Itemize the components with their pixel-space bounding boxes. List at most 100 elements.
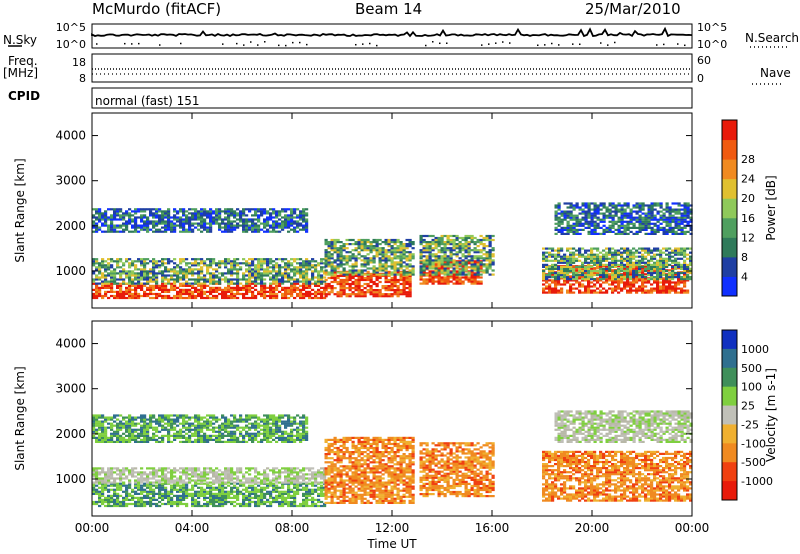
heatmap-cell: [366, 273, 370, 276]
heatmap-cell: [396, 257, 400, 260]
heatmap-cell: [578, 285, 582, 288]
heatmap-cell: [351, 255, 355, 258]
heatmap-cell: [473, 278, 477, 281]
heatmap-cell: [242, 214, 246, 217]
heatmap-cell: [101, 280, 105, 283]
heatmap-cell: [266, 224, 270, 227]
heatmap-cell: [405, 293, 409, 296]
heatmap-cell: [164, 288, 168, 291]
heatmap-cell: [333, 287, 337, 290]
heatmap-cell: [125, 288, 129, 291]
heatmap-cell: [173, 230, 177, 233]
heatmap-cell: [104, 220, 108, 223]
heatmap-cell: [263, 210, 267, 213]
heatmap-cell: [650, 283, 654, 286]
heatmap-cell: [317, 262, 321, 265]
heatmap-cell: [405, 282, 409, 286]
heatmap-cell: [218, 228, 222, 231]
heatmap-cell: [128, 492, 132, 495]
heatmap-cell: [179, 498, 183, 501]
heatmap-cell: [212, 290, 216, 293]
heatmap-cell: [668, 216, 672, 219]
heatmap-cell: [470, 280, 474, 283]
heatmap-cell: [411, 267, 415, 270]
heatmap-cell: [176, 498, 180, 501]
heatmap-cell: [650, 230, 654, 233]
heatmap-cell: [188, 226, 192, 229]
heatmap-cell: [680, 281, 684, 284]
heatmap-cell: [290, 268, 294, 271]
heatmap-cell: [272, 280, 276, 283]
heatmap-cell: [215, 212, 219, 215]
heatmap-cell: [575, 253, 579, 256]
heatmap-cell: [644, 269, 648, 273]
heatmap-cell: [158, 284, 162, 287]
heatmap-cell: [254, 214, 258, 217]
heatmap-cell: [227, 280, 231, 283]
heatmap-cell: [173, 266, 177, 269]
heatmap-cell: [671, 251, 675, 254]
heatmap-cell: [554, 289, 558, 292]
heatmap-cell: [411, 255, 415, 258]
heatmap-cell: [575, 271, 579, 275]
heatmap-cell: [608, 224, 612, 227]
heatmap-cell: [629, 230, 633, 233]
heatmap-cell: [437, 257, 441, 260]
heatmap-cell: [134, 284, 138, 287]
heatmap-cell: [393, 263, 397, 266]
heatmap-cell: [296, 214, 300, 217]
heatmap-cell: [152, 208, 156, 211]
heatmap-cell: [375, 243, 379, 246]
heatmap-cell: [302, 210, 306, 213]
heatmap-cell: [287, 272, 291, 275]
heatmap-cell: [611, 269, 615, 272]
heatmap-cell: [635, 265, 639, 268]
heatmap-cell: [360, 241, 364, 244]
heatmap-cell: [575, 257, 579, 260]
heatmap-cell: [339, 249, 343, 252]
heatmap-cell: [95, 278, 99, 281]
heatmap-cell: [674, 291, 678, 294]
heatmap-cell: [399, 274, 403, 277]
heatmap-cell: [155, 282, 159, 285]
heatmap-cell: [107, 226, 111, 229]
heatmap-cell: [167, 222, 171, 225]
heatmap-cell: [167, 494, 171, 497]
heatmap-cell: [686, 263, 690, 266]
heatmap-cell: [629, 249, 633, 252]
heatmap-cell: [302, 224, 306, 227]
heatmap-cell: [485, 263, 489, 266]
heatmap-cell: [683, 218, 687, 221]
heatmap-cell: [575, 218, 579, 221]
heatmap-cell: [230, 210, 234, 213]
heatmap-cell: [680, 212, 684, 215]
heatmap-cell: [464, 261, 468, 264]
heatmap-cell: [488, 238, 492, 242]
heatmap-cell: [686, 206, 690, 209]
heatmap-cell: [254, 222, 258, 225]
heatmap-cell: [608, 267, 612, 270]
heatmap-cell: [140, 288, 144, 291]
heatmap-cell: [488, 259, 492, 262]
heatmap-cell: [152, 484, 156, 487]
heatmap-cell: [278, 270, 282, 273]
heatmap-cell: [686, 289, 690, 292]
heatmap-cell: [467, 245, 471, 248]
heatmap-cell: [230, 272, 234, 275]
heatmap-cell: [179, 224, 183, 227]
heatmap-cell: [125, 214, 129, 217]
heatmap-cell: [680, 216, 684, 219]
heatmap-cell: [272, 230, 276, 233]
heatmap-cell: [396, 273, 400, 276]
heatmap-cell: [674, 273, 678, 276]
heatmap-cell: [122, 272, 126, 275]
heatmap-cell: [623, 232, 627, 235]
heatmap-cell: [281, 292, 285, 296]
heatmap-cell: [626, 247, 630, 250]
heatmap-cell: [593, 224, 597, 227]
heatmap-cell: [566, 222, 570, 225]
heatmap-cell: [488, 265, 492, 268]
heatmap-cell: [542, 265, 546, 268]
heatmap-cell: [161, 286, 165, 289]
heatmap-cell: [470, 278, 474, 281]
